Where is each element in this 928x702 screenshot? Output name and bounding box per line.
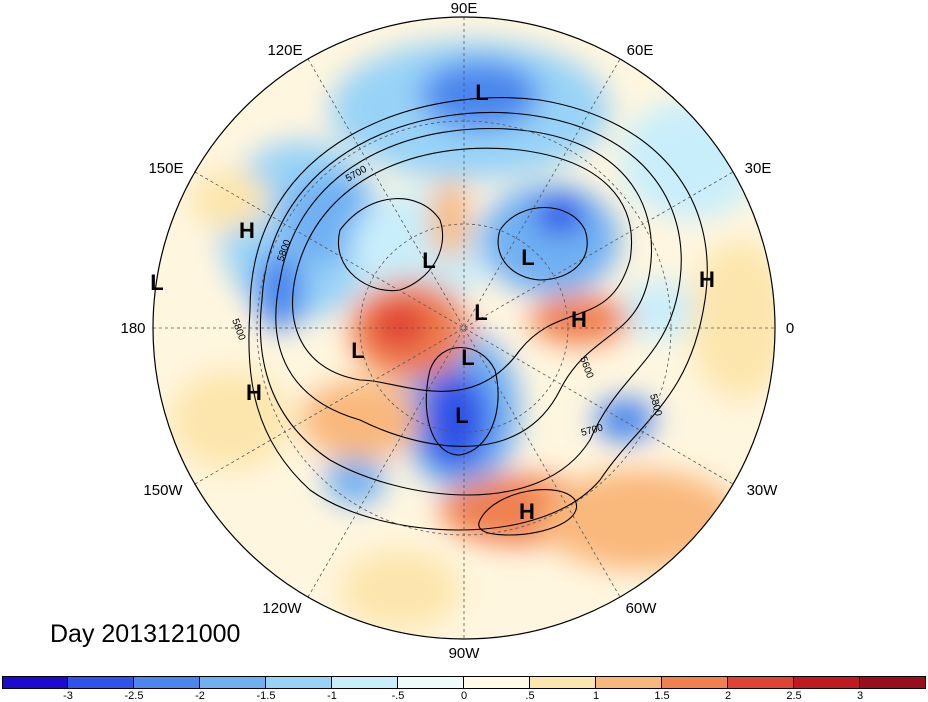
colorbar: -3 -2.5 -2 -1.5 -1 -.5 0 .5 1 1.5 2 2.5 3 <box>0 676 928 702</box>
colorbar-tick-label: -1.5 <box>256 690 276 702</box>
geopotential-contours <box>248 97 708 536</box>
low-label: L <box>474 300 487 325</box>
low-label: L <box>150 270 163 295</box>
lon-label-30w: 30W <box>747 482 779 499</box>
colorbar-tick-label: 3 <box>856 690 864 702</box>
colorbar-cell <box>398 676 464 689</box>
colorbar-tick-label: 1 <box>592 690 600 702</box>
graticule <box>153 17 775 639</box>
lon-label-150w: 150W <box>143 482 183 499</box>
colorbar-cell <box>662 676 728 689</box>
low-label: L <box>475 80 488 105</box>
colorbar-cell <box>596 676 662 689</box>
day-title: Day 2013121000 <box>50 620 241 648</box>
colorbar-tick-label: 2 <box>724 690 732 702</box>
high-label: H <box>239 218 255 243</box>
colorbar-tick-label: -2 <box>195 690 205 702</box>
colorbar-tick-label: 0 <box>460 690 468 702</box>
low-label: L <box>422 248 435 273</box>
pressure-system-labels: L H L L L L H L L H H L H <box>150 80 715 524</box>
high-label: H <box>571 307 587 332</box>
colorbar-cell <box>728 676 794 689</box>
lon-label-120e: 120E <box>267 42 302 59</box>
colorbar-cell <box>2 676 68 689</box>
lon-label-90w: 90W <box>449 645 481 662</box>
colorbar-cell <box>200 676 266 689</box>
colorbar-cell <box>266 676 332 689</box>
map-boundary <box>152 16 776 640</box>
low-label: L <box>521 245 534 270</box>
colorbar-tick-label: -3 <box>63 690 73 702</box>
low-label: L <box>351 338 364 363</box>
anomaly-shading <box>153 17 775 639</box>
colorbar-tick-label: 2.5 <box>786 690 802 702</box>
colorbar-cell <box>530 676 596 689</box>
lon-label-30e: 30E <box>745 160 772 177</box>
lon-label-90e: 90E <box>451 0 478 17</box>
colorbar-tick-label: .5 <box>525 690 535 702</box>
colorbar-cell <box>134 676 200 689</box>
lon-label-0: 0 <box>786 320 794 337</box>
colorbar-cell <box>794 676 860 689</box>
colorbar-cell <box>68 676 134 689</box>
colorbar-tick-label: 1.5 <box>654 690 670 702</box>
colorbar-tick-label: -1 <box>327 690 337 702</box>
colorbar-tick-label: -.5 <box>391 690 405 702</box>
high-label: H <box>699 267 715 292</box>
polar-map: 90E 60E 120E 30E 150E 0 180 30W 150W 60W… <box>120 0 794 662</box>
lon-label-180: 180 <box>120 320 145 337</box>
colorbar-frame <box>2 676 926 689</box>
lon-label-60w: 60W <box>626 600 658 617</box>
longitude-labels: 90E 60E 120E 30E 150E 0 180 30W 150W 60W… <box>120 0 794 662</box>
high-label: H <box>246 380 262 405</box>
lon-label-60e: 60E <box>627 42 654 59</box>
colorbar-cell <box>464 676 530 689</box>
colorbar-cell <box>332 676 398 689</box>
colorbar-tick-label: -2.5 <box>124 690 144 702</box>
low-label: L <box>461 345 474 370</box>
lon-label-150e: 150E <box>148 160 183 177</box>
lon-label-120w: 120W <box>262 600 302 617</box>
low-label: L <box>455 403 468 428</box>
high-label: H <box>519 499 535 524</box>
